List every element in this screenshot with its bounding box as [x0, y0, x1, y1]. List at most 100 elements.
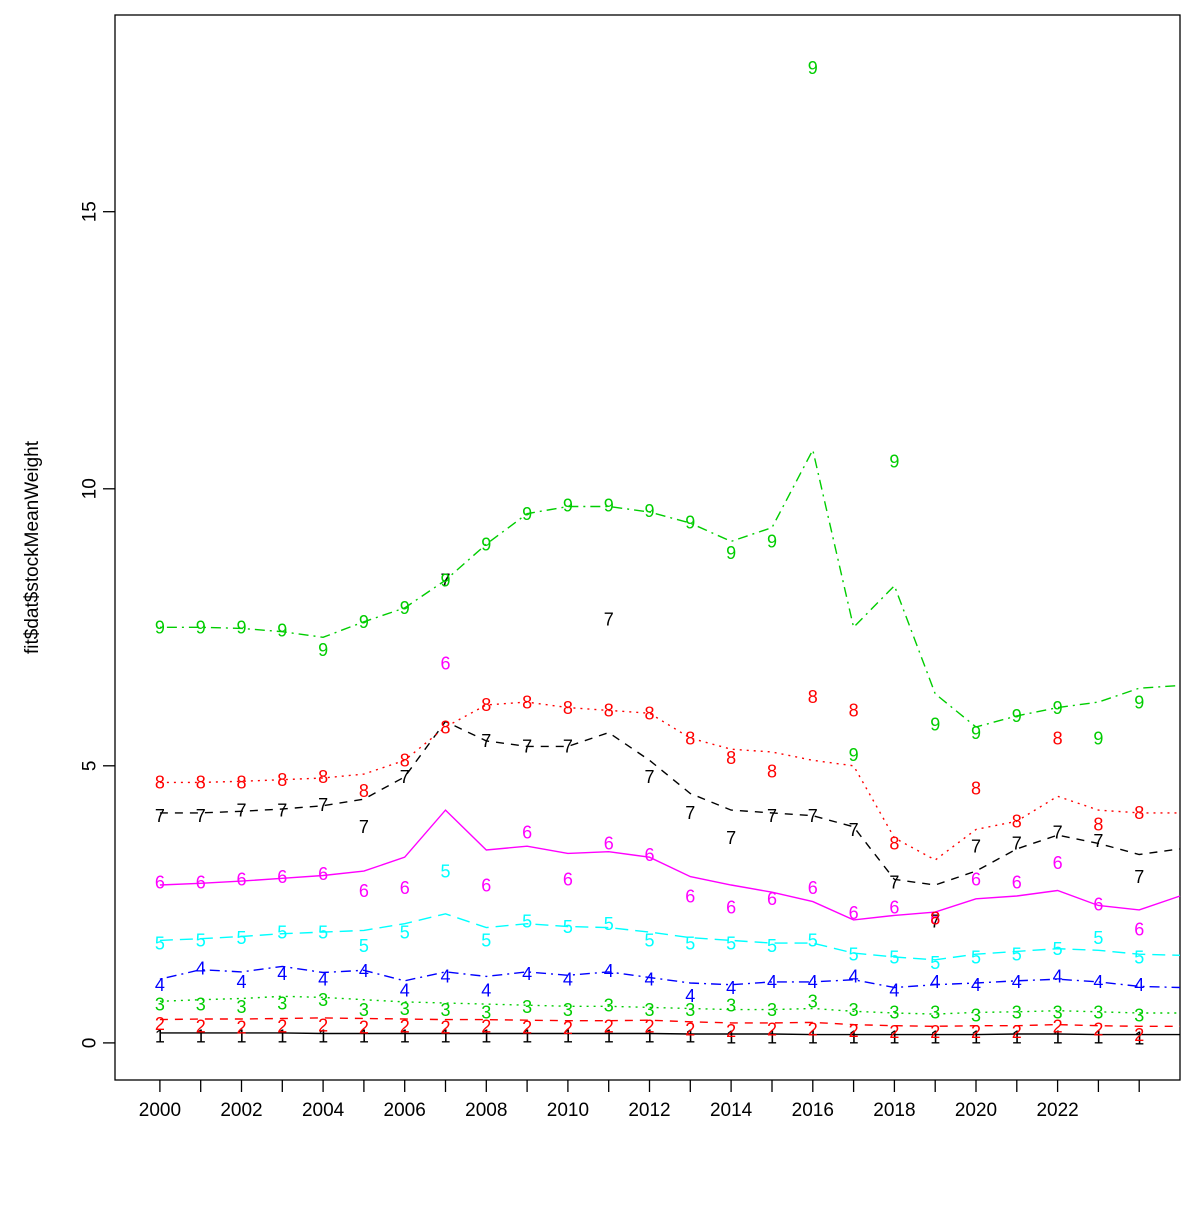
obs-point-age-4: 4: [1012, 972, 1022, 992]
obs-point-age-9: 9: [440, 571, 450, 591]
obs-point-age-2: 2: [440, 1018, 450, 1038]
obs-point-age-6: 6: [726, 897, 736, 917]
obs-point-age-2: 2: [400, 1017, 410, 1037]
obs-point-age-6: 6: [400, 878, 410, 898]
obs-point-age-8: 8: [400, 751, 410, 771]
obs-point-age-1: 1: [726, 1028, 736, 1048]
obs-point-age-6: 6: [196, 873, 206, 893]
obs-point-age-2: 2: [1093, 1019, 1103, 1039]
obs-point-age-7: 7: [971, 837, 981, 857]
obs-point-age-7: 7: [604, 609, 614, 629]
x-axis-tick-label: 2004: [302, 1100, 345, 1121]
obs-point-age-4: 4: [318, 970, 328, 990]
obs-point-age-5: 5: [930, 953, 940, 973]
obs-point-age-5: 5: [318, 922, 328, 942]
obs-point-age-5: 5: [604, 914, 614, 934]
obs-point-age-8: 8: [155, 773, 165, 793]
obs-point-age-6: 6: [644, 845, 654, 865]
obs-point-age-1: 1: [440, 1027, 450, 1047]
obs-point-age-5: 5: [889, 947, 899, 967]
obs-point-age-1: 1: [644, 1027, 654, 1047]
obs-labels-age-4: 4 4 4 4 4 4 4 4 4 4 4 4 4 4 4 4 4 4 4 4 4 4 4 4 4: [155, 958, 1144, 1006]
obs-point-age-4: 4: [400, 981, 410, 1001]
obs-point-age-9: 9: [318, 640, 328, 660]
obs-point-age-6: 6: [155, 873, 165, 893]
obs-labels-age-6: 6 6 6 6 6 6 6 6 6 6 6 6 6 6 6 6 6 6 6 6 6 6 6 6 6: [155, 654, 1144, 940]
obs-point-age-4: 4: [196, 958, 206, 978]
obs-point-age-9: 9: [849, 745, 859, 765]
obs-point-age-8: 8: [522, 692, 532, 712]
obs-point-age-4: 4: [277, 964, 287, 984]
x-axis-tick-label: 2014: [710, 1100, 753, 1121]
fitted-line-age-2: [159, 1017, 1180, 1028]
x-axis-tick-label: 2018: [873, 1100, 915, 1121]
obs-point-age-8: 8: [236, 773, 246, 793]
obs-point-age-8: 8: [481, 695, 491, 715]
obs-point-age-9: 9: [277, 620, 287, 640]
obs-point-age-5: 5: [155, 933, 165, 953]
obs-point-age-3: 3: [522, 997, 532, 1017]
obs-point-age-7: 7: [1134, 867, 1144, 887]
obs-point-age-3: 3: [481, 1003, 491, 1023]
obs-point-age-1: 1: [522, 1027, 532, 1047]
obs-point-age-8: 8: [1093, 814, 1103, 834]
obs-point-age-3: 3: [930, 1003, 940, 1023]
obs-point-age-8: 8: [277, 770, 287, 790]
obs-point-age-9: 9: [400, 598, 410, 618]
obs-point-age-9: 9: [1134, 692, 1144, 712]
plot-frame: [114, 14, 1181, 1081]
fitted-line-age-8: [159, 701, 1180, 861]
obs-point-age-1: 1: [930, 1028, 940, 1048]
obs-point-age-1: 1: [563, 1027, 573, 1047]
obs-point-age-7: 7: [236, 800, 246, 820]
obs-point-age-9: 9: [604, 496, 614, 516]
obs-point-age-6: 6: [318, 864, 328, 884]
x-axis-tick-label: 2016: [792, 1100, 834, 1121]
obs-point-age-2: 2: [277, 1017, 287, 1037]
obs-point-age-6: 6: [481, 875, 491, 895]
obs-point-age-3: 3: [1012, 1003, 1022, 1023]
obs-point-age-4: 4: [155, 975, 165, 995]
obs-point-age-5: 5: [522, 911, 532, 931]
obs-point-age-9: 9: [359, 612, 369, 632]
obs-point-age-6: 6: [849, 903, 859, 923]
x-axis-tick-label: 2012: [628, 1100, 670, 1121]
obs-point-age-4: 4: [522, 964, 532, 984]
obs-point-age-8: 8: [196, 773, 206, 793]
y-axis-tick-label: 15: [80, 201, 101, 222]
obs-point-age-2: 2: [685, 1019, 695, 1039]
obs-point-age-5: 5: [481, 931, 491, 951]
y-axis-tick-label: 10: [80, 478, 101, 499]
obs-point-age-1: 1: [400, 1027, 410, 1047]
obs-point-age-7: 7: [685, 803, 695, 823]
obs-point-age-9: 9: [563, 496, 573, 516]
obs-point-age-2: 2: [1134, 1025, 1144, 1045]
obs-point-age-7: 7: [400, 767, 410, 787]
x-axis-tick-label: 2002: [220, 1100, 262, 1121]
obs-point-age-6: 6: [767, 889, 777, 909]
obs-point-age-9: 9: [889, 451, 899, 471]
x-axis-tick-label: 2006: [384, 1100, 426, 1121]
obs-point-age-5: 5: [563, 917, 573, 937]
obs-point-age-7: 7: [155, 806, 165, 826]
obs-point-age-5: 5: [236, 928, 246, 948]
obs-point-age-3: 3: [155, 994, 165, 1014]
obs-point-age-4: 4: [644, 970, 654, 990]
obs-point-age-7: 7: [481, 731, 491, 751]
obs-point-age-9: 9: [726, 543, 736, 563]
obs-point-age-6: 6: [1053, 853, 1063, 873]
obs-point-age-3: 3: [1134, 1006, 1144, 1026]
obs-point-age-7: 7: [930, 911, 940, 931]
obs-labels-age-1: 1 1 1 1 1 1 1 1 1 1 1 1 1 1 1 1 1 1 1 1 1 1 1 1 1: [155, 1027, 1144, 1049]
obs-point-age-8: 8: [849, 701, 859, 721]
obs-point-age-2: 2: [767, 1019, 777, 1039]
obs-point-age-3: 3: [400, 999, 410, 1019]
obs-point-age-1: 1: [604, 1027, 614, 1047]
obs-point-age-9: 9: [196, 618, 206, 638]
obs-point-age-8: 8: [726, 748, 736, 768]
obs-point-age-5: 5: [685, 933, 695, 953]
obs-point-age-5: 5: [971, 947, 981, 967]
obs-point-age-2: 2: [155, 1014, 165, 1034]
